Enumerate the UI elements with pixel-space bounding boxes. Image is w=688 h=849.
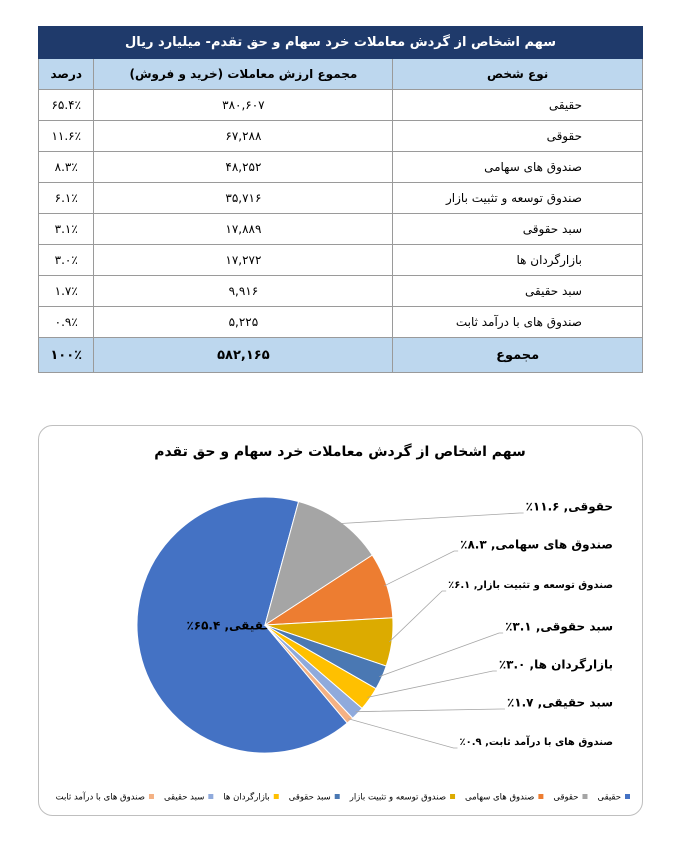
value-cell: ۹,۹۱۶ <box>93 275 394 307</box>
value-cell: ۶۷,۲۸۸ <box>93 120 394 152</box>
value-cell: ۳۵,۷۱۶ <box>93 182 394 214</box>
data-row: حقیقی ۳۸۰,۶۰۷ ۶۵.۴٪ <box>37 89 643 121</box>
percent-cell: درصد <box>37 58 95 90</box>
pie-slice <box>264 624 354 724</box>
pie-slice <box>136 496 348 754</box>
percent-cell: ۸.۳٪ <box>37 151 95 183</box>
pie-slice <box>264 500 373 627</box>
chart-title: سهم اشخاص از گردش معاملات خرد سهام و حق … <box>154 443 526 460</box>
percent-cell: ۰.۹٪ <box>37 306 95 338</box>
type-cell: مجموع <box>392 337 643 373</box>
slice-label: صندوق های با درآمد ثابت, ۰.۹٪ <box>459 735 613 748</box>
legend-label: حقیقی <box>597 793 621 803</box>
percent-cell: ۱۱.۶٪ <box>37 120 95 152</box>
type-cell: سبد حقیقی <box>392 275 643 307</box>
legend-marker <box>582 794 588 799</box>
leader-line <box>379 632 504 677</box>
legend-marker <box>148 794 154 799</box>
data-row: سبد حقوقی ۱۷,۸۸۹ ۳.۱٪ <box>37 213 643 245</box>
slice-label: بازارگردان ها, ۳.۰٪ <box>499 658 613 672</box>
legend-label: سبد حقوقی <box>289 793 331 803</box>
legend-label: سبد حقیقی <box>164 793 204 803</box>
legend-label: صندوق توسعه و تثبیت بازار <box>349 793 446 803</box>
leader-line <box>367 670 497 698</box>
legend-marker <box>334 794 340 799</box>
type-cell: صندوق های با درآمد ثابت <box>392 306 643 338</box>
slice-label: سبد حقیقی, ۱.۷٪ <box>507 696 613 710</box>
legend-marker <box>273 794 279 799</box>
title-row: سهم اشخاص از گردش معاملات خرد سهام و حق … <box>38 26 643 59</box>
data-row: صندوق های با درآمد ثابت ۵,۲۲۵ ۰.۹٪ <box>37 306 643 338</box>
leader-line <box>348 718 458 749</box>
table-body: سهم اشخاص از گردش معاملات خرد سهام و حق … <box>37 26 643 373</box>
value-cell: ۱۷,۸۸۹ <box>93 213 394 245</box>
legend-marker <box>208 794 214 799</box>
legend-label: صندوق های با درآمد ثابت <box>56 791 145 803</box>
percent-cell: ۶۵.۴٪ <box>37 89 95 121</box>
legend-label: حقوقی <box>553 793 578 803</box>
slice-label: حقوقی, ۱۱.۶٪ <box>526 500 613 515</box>
data-row: صندوق های سهامی ۴۸,۲۵۲ ۸.۳٪ <box>37 151 643 183</box>
percent-cell: ۱.۷٪ <box>37 275 95 307</box>
data-row: صندوق توسعه و تثبیت بازار ۳۵,۷۱۶ ۶.۱٪ <box>37 182 643 214</box>
slice-label: حقیقی, ۶۵.۴٪ <box>186 619 272 633</box>
percent-cell: ۳.۰٪ <box>37 244 95 276</box>
data-row: حقوقی ۶۷,۲۸۸ ۱۱.۶٪ <box>37 120 643 152</box>
data-row: سبد حقیقی ۹,۹۱۶ ۱.۷٪ <box>37 275 643 307</box>
table-title: سهم اشخاص از گردش معاملات خرد سهام و حق … <box>38 26 643 59</box>
type-cell: صندوق توسعه و تثبیت بازار <box>392 182 643 214</box>
legend-marker <box>450 794 456 799</box>
data-row: بازارگردان ها ۱۷,۲۷۲ ۳.۰٪ <box>37 244 643 276</box>
total-row: مجموع ۵۸۲,۱۶۵ ۱۰۰٪ <box>37 337 643 373</box>
leader-line <box>338 512 524 524</box>
type-cell: حقوقی <box>392 120 643 152</box>
value-cell: ۴۸,۲۵۲ <box>93 151 394 183</box>
type-cell: حقیقی <box>392 89 643 121</box>
legend-marker <box>538 794 544 799</box>
slice-label: صندوق های سهامی, ۸.۳٪ <box>460 538 613 553</box>
slice-label: صندوق توسعه و تثبیت بازار, ۶.۱٪ <box>448 580 613 591</box>
type-cell: صندوق های سهامی <box>392 151 643 183</box>
header-row: نوع شخص مجموع ارزش معاملات (خرید و فروش) د… <box>37 58 643 90</box>
percent-cell: ۱۰۰٪ <box>37 337 95 373</box>
leader-line <box>389 590 447 643</box>
percent-cell: ۳.۱٪ <box>37 213 95 245</box>
leader-line <box>384 550 459 587</box>
value-cell: ۵۸۲,۱۶۵ <box>93 337 394 373</box>
value-cell: ۳۸۰,۶۰۷ <box>93 89 394 121</box>
legend-label: بازارگردان ها <box>223 792 269 803</box>
data-table: سهم اشخاص از گردش معاملات خرد سهام و حق … <box>37 26 643 373</box>
leader-line <box>355 708 505 713</box>
legend-label: صندوق های سهامی <box>465 793 534 803</box>
slice-label: سبد حقوقی, ۳.۱٪ <box>505 620 613 635</box>
legend-marker <box>625 794 630 799</box>
